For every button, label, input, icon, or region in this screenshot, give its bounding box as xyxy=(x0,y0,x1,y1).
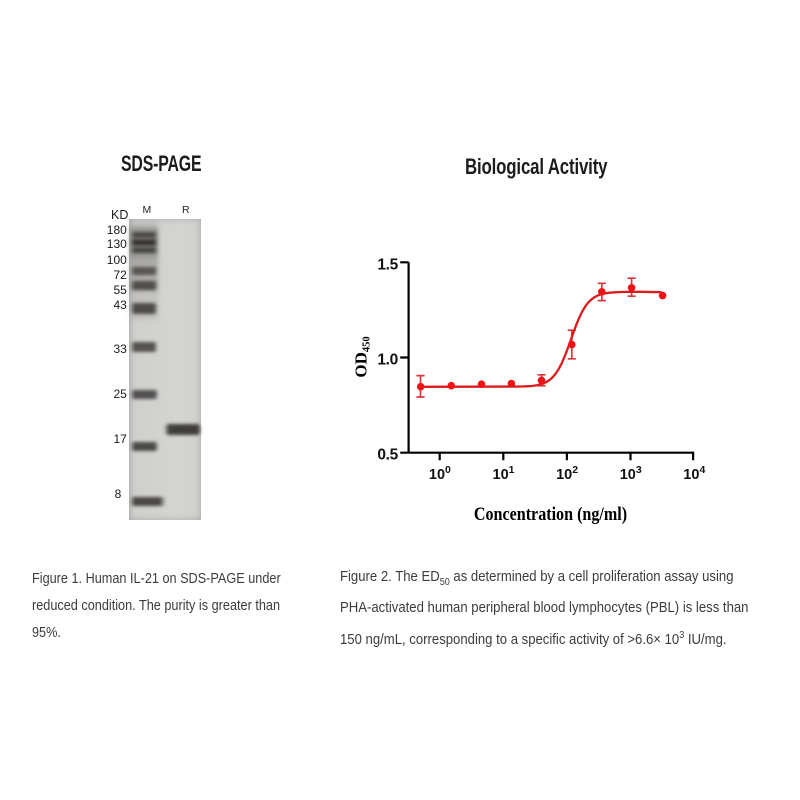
svg-text:101: 101 xyxy=(493,464,515,483)
svg-text:102: 102 xyxy=(556,464,578,483)
svg-text:0.5: 0.5 xyxy=(377,446,398,463)
svg-text:OD450: OD450 xyxy=(352,336,373,377)
svg-text:100: 100 xyxy=(429,464,451,483)
svg-text:1.5: 1.5 xyxy=(377,257,398,274)
svg-text:103: 103 xyxy=(620,464,642,483)
svg-text:104: 104 xyxy=(683,464,705,483)
svg-text:Concentration (ng/ml): Concentration (ng/ml) xyxy=(474,504,627,524)
svg-text:1.0: 1.0 xyxy=(377,352,398,369)
